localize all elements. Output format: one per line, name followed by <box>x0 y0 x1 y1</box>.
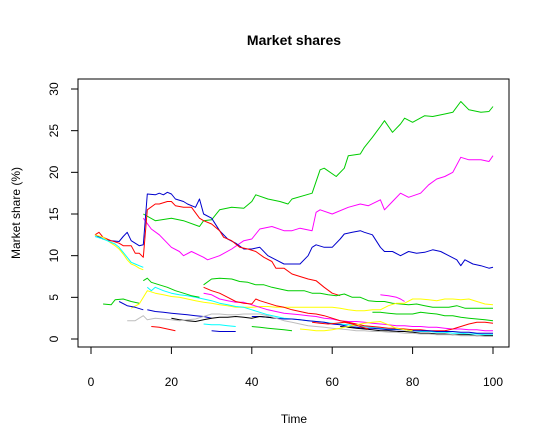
series-line-24 <box>143 277 200 298</box>
x-axis-label: Time <box>281 412 308 426</box>
series-layer <box>94 101 494 337</box>
chart-title: Market shares <box>247 32 341 48</box>
series-line-22 <box>211 330 236 332</box>
x-tick-label: 20 <box>165 375 179 389</box>
series-line-27 <box>94 236 144 268</box>
y-tick-label: 25 <box>47 124 61 138</box>
series-line-19 <box>251 326 293 332</box>
y-tick-label: 20 <box>47 165 61 179</box>
series-line-3 <box>94 191 494 269</box>
series-line-25 <box>118 301 144 311</box>
x-axis: 0 20 40 60 80 100 <box>88 346 503 389</box>
series-line-21 <box>203 323 236 327</box>
series-line-14 <box>171 316 276 322</box>
series-line-16 <box>127 313 493 337</box>
series-line-6 <box>203 277 493 309</box>
x-tick-label: 80 <box>406 375 420 389</box>
series-line-9 <box>203 292 493 332</box>
y-tick-label: 0 <box>47 335 61 342</box>
series-line-15 <box>340 326 493 337</box>
series-line-18 <box>151 326 176 332</box>
series-line-5 <box>103 298 140 306</box>
series-line-11 <box>372 311 494 322</box>
y-axis-label: Market share (%) <box>9 167 23 259</box>
series-line-4 <box>94 201 341 297</box>
x-tick-label: 60 <box>326 375 340 389</box>
y-tick-label: 5 <box>47 294 61 301</box>
y-tick-label: 10 <box>47 249 61 263</box>
y-tick-label: 15 <box>47 207 61 221</box>
series-line-10 <box>203 286 494 332</box>
series-line-17 <box>380 294 405 302</box>
series-line-2 <box>142 155 494 261</box>
x-tick-label: 100 <box>483 375 503 389</box>
series-line-7 <box>130 290 494 312</box>
series-line-23 <box>312 321 369 330</box>
y-tick-label: 30 <box>47 82 61 96</box>
series-line-12 <box>147 309 212 319</box>
series-line-1 <box>143 101 494 227</box>
y-axis: 0 5 10 15 20 25 30 <box>47 82 79 342</box>
series-line-13 <box>251 316 493 334</box>
x-tick-label: 0 <box>88 375 95 389</box>
x-tick-label: 40 <box>245 375 259 389</box>
